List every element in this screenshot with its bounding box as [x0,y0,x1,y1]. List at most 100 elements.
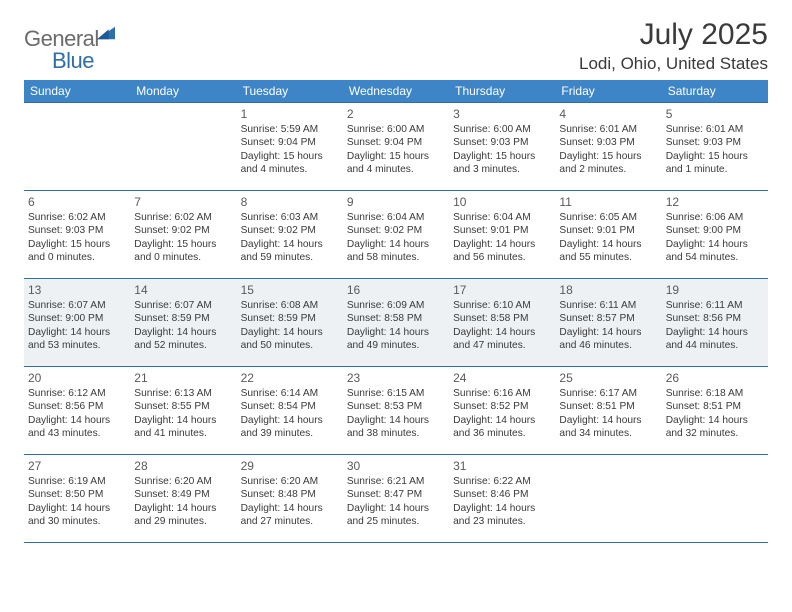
daylight-text: Daylight: 14 hours and 44 minutes. [666,326,764,353]
sunset-text: Sunset: 9:02 PM [347,224,445,237]
day-cell: 14Sunrise: 6:07 AMSunset: 8:59 PMDayligh… [130,279,236,367]
day-cell: 3Sunrise: 6:00 AMSunset: 9:03 PMDaylight… [449,103,555,191]
sunset-text: Sunset: 9:04 PM [241,136,339,149]
day-cell: 19Sunrise: 6:11 AMSunset: 8:56 PMDayligh… [662,279,768,367]
sun-info: Sunrise: 6:19 AMSunset: 8:50 PMDaylight:… [28,475,126,528]
sunset-text: Sunset: 8:52 PM [453,400,551,413]
day-number: 25 [559,370,657,386]
daylight-text: Daylight: 14 hours and 46 minutes. [559,326,657,353]
day-number: 15 [241,282,339,298]
sunset-text: Sunset: 8:46 PM [453,488,551,501]
sunrise-text: Sunrise: 6:04 AM [347,211,445,224]
daylight-text: Daylight: 15 hours and 3 minutes. [453,150,551,177]
sun-info: Sunrise: 6:06 AMSunset: 9:00 PMDaylight:… [666,211,764,264]
day-number: 14 [134,282,232,298]
day-cell: 9Sunrise: 6:04 AMSunset: 9:02 PMDaylight… [343,191,449,279]
day-header: Thursday [449,80,555,103]
sunrise-text: Sunrise: 6:10 AM [453,299,551,312]
daylight-text: Daylight: 14 hours and 43 minutes. [28,414,126,441]
daylight-text: Daylight: 15 hours and 1 minute. [666,150,764,177]
day-cell: 21Sunrise: 6:13 AMSunset: 8:55 PMDayligh… [130,367,236,455]
sun-info: Sunrise: 6:11 AMSunset: 8:57 PMDaylight:… [559,299,657,352]
day-number: 27 [28,458,126,474]
day-cell: 10Sunrise: 6:04 AMSunset: 9:01 PMDayligh… [449,191,555,279]
sun-info: Sunrise: 6:01 AMSunset: 9:03 PMDaylight:… [559,123,657,176]
day-number: 23 [347,370,445,386]
sun-info: Sunrise: 6:16 AMSunset: 8:52 PMDaylight:… [453,387,551,440]
day-header-row: Sunday Monday Tuesday Wednesday Thursday… [24,80,768,103]
sunset-text: Sunset: 8:49 PM [134,488,232,501]
sunset-text: Sunset: 9:01 PM [453,224,551,237]
sunrise-text: Sunrise: 6:02 AM [28,211,126,224]
sunset-text: Sunset: 8:48 PM [241,488,339,501]
week-row: 20Sunrise: 6:12 AMSunset: 8:56 PMDayligh… [24,367,768,455]
sun-info: Sunrise: 6:15 AMSunset: 8:53 PMDaylight:… [347,387,445,440]
calendar-page: GeneralBlue July 2025 Lodi, Ohio, United… [0,0,792,543]
day-number: 11 [559,194,657,210]
sunset-text: Sunset: 8:58 PM [453,312,551,325]
day-cell: 13Sunrise: 6:07 AMSunset: 9:00 PMDayligh… [24,279,130,367]
day-cell: 31Sunrise: 6:22 AMSunset: 8:46 PMDayligh… [449,455,555,543]
sunrise-text: Sunrise: 6:16 AM [453,387,551,400]
sunset-text: Sunset: 8:56 PM [666,312,764,325]
sunrise-text: Sunrise: 6:01 AM [559,123,657,136]
day-cell: 22Sunrise: 6:14 AMSunset: 8:54 PMDayligh… [237,367,343,455]
day-cell [24,103,130,191]
sun-info: Sunrise: 6:02 AMSunset: 9:03 PMDaylight:… [28,211,126,264]
day-number: 3 [453,106,551,122]
week-row: 1Sunrise: 5:59 AMSunset: 9:04 PMDaylight… [24,103,768,191]
calendar-table: Sunday Monday Tuesday Wednesday Thursday… [24,80,768,543]
day-number: 26 [666,370,764,386]
sun-info: Sunrise: 6:13 AMSunset: 8:55 PMDaylight:… [134,387,232,440]
sunrise-text: Sunrise: 6:21 AM [347,475,445,488]
day-number: 8 [241,194,339,210]
sunrise-text: Sunrise: 6:12 AM [28,387,126,400]
sun-info: Sunrise: 5:59 AMSunset: 9:04 PMDaylight:… [241,123,339,176]
location-subtitle: Lodi, Ohio, United States [579,54,768,74]
brand-logo: GeneralBlue [24,18,115,72]
sunset-text: Sunset: 9:03 PM [666,136,764,149]
day-cell: 27Sunrise: 6:19 AMSunset: 8:50 PMDayligh… [24,455,130,543]
day-number: 12 [666,194,764,210]
daylight-text: Daylight: 14 hours and 23 minutes. [453,502,551,529]
day-cell [130,103,236,191]
day-header: Friday [555,80,661,103]
sunset-text: Sunset: 8:56 PM [28,400,126,413]
day-cell: 2Sunrise: 6:00 AMSunset: 9:04 PMDaylight… [343,103,449,191]
title-block: July 2025 Lodi, Ohio, United States [579,18,768,74]
day-number: 17 [453,282,551,298]
day-cell: 18Sunrise: 6:11 AMSunset: 8:57 PMDayligh… [555,279,661,367]
day-cell: 16Sunrise: 6:09 AMSunset: 8:58 PMDayligh… [343,279,449,367]
daylight-text: Daylight: 14 hours and 32 minutes. [666,414,764,441]
sunrise-text: Sunrise: 6:19 AM [28,475,126,488]
day-cell: 28Sunrise: 6:20 AMSunset: 8:49 PMDayligh… [130,455,236,543]
daylight-text: Daylight: 14 hours and 49 minutes. [347,326,445,353]
sun-info: Sunrise: 6:07 AMSunset: 8:59 PMDaylight:… [134,299,232,352]
sun-info: Sunrise: 6:12 AMSunset: 8:56 PMDaylight:… [28,387,126,440]
daylight-text: Daylight: 14 hours and 34 minutes. [559,414,657,441]
daylight-text: Daylight: 14 hours and 41 minutes. [134,414,232,441]
sunrise-text: Sunrise: 6:20 AM [241,475,339,488]
sun-info: Sunrise: 6:07 AMSunset: 9:00 PMDaylight:… [28,299,126,352]
sunset-text: Sunset: 8:59 PM [241,312,339,325]
sun-info: Sunrise: 6:21 AMSunset: 8:47 PMDaylight:… [347,475,445,528]
sun-info: Sunrise: 6:14 AMSunset: 8:54 PMDaylight:… [241,387,339,440]
day-number: 20 [28,370,126,386]
page-header: GeneralBlue July 2025 Lodi, Ohio, United… [24,18,768,74]
sunset-text: Sunset: 9:04 PM [347,136,445,149]
sunrise-text: Sunrise: 6:14 AM [241,387,339,400]
sunset-text: Sunset: 8:57 PM [559,312,657,325]
week-row: 13Sunrise: 6:07 AMSunset: 9:00 PMDayligh… [24,279,768,367]
sunset-text: Sunset: 8:51 PM [666,400,764,413]
logo-triangle-icon [97,26,115,40]
daylight-text: Daylight: 15 hours and 4 minutes. [347,150,445,177]
sunset-text: Sunset: 8:50 PM [28,488,126,501]
day-number: 29 [241,458,339,474]
day-cell [555,455,661,543]
sunset-text: Sunset: 8:58 PM [347,312,445,325]
day-header: Tuesday [237,80,343,103]
sunset-text: Sunset: 9:02 PM [241,224,339,237]
week-row: 27Sunrise: 6:19 AMSunset: 8:50 PMDayligh… [24,455,768,543]
day-cell: 4Sunrise: 6:01 AMSunset: 9:03 PMDaylight… [555,103,661,191]
daylight-text: Daylight: 14 hours and 55 minutes. [559,238,657,265]
